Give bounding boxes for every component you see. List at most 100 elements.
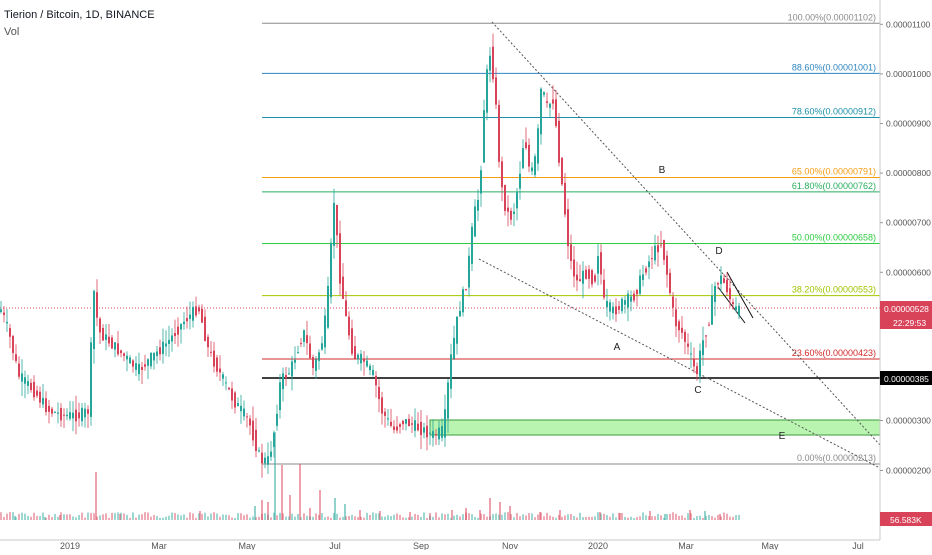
candle-body bbox=[165, 343, 167, 347]
volume-bar bbox=[123, 513, 125, 520]
volume-bar bbox=[669, 513, 671, 520]
volume-bar bbox=[327, 516, 329, 520]
candle-body bbox=[180, 324, 182, 330]
candle-body bbox=[54, 412, 56, 414]
volume-bar bbox=[24, 513, 26, 520]
candle-body bbox=[327, 285, 329, 328]
candle-body bbox=[18, 363, 20, 377]
volume-spike bbox=[559, 510, 561, 520]
volume-bar bbox=[399, 514, 401, 520]
candle-body bbox=[684, 331, 686, 342]
candle-body bbox=[90, 342, 92, 417]
candle-body bbox=[543, 92, 545, 95]
candle-body bbox=[312, 357, 314, 369]
volume-bar bbox=[621, 512, 623, 520]
volume-bar bbox=[579, 512, 581, 520]
volume-bar bbox=[555, 517, 557, 520]
volume-bar bbox=[63, 514, 65, 520]
volume-bar bbox=[714, 517, 716, 520]
candle-body bbox=[474, 206, 476, 237]
candle-body bbox=[507, 207, 509, 212]
fib-label-1: 88.60%(0.00001001) bbox=[792, 62, 876, 72]
volume-bar bbox=[270, 517, 272, 520]
volume-bar bbox=[501, 514, 503, 520]
candle-body bbox=[228, 387, 230, 390]
candle-body bbox=[240, 405, 242, 412]
candle-body bbox=[591, 270, 593, 285]
volume-bar bbox=[597, 512, 599, 520]
volume-bar bbox=[435, 512, 437, 520]
volume-bar bbox=[213, 512, 215, 520]
candle-body bbox=[15, 354, 17, 361]
candle-body bbox=[393, 426, 395, 430]
candle-body bbox=[720, 275, 722, 284]
volume-bar bbox=[495, 513, 497, 520]
candle-body bbox=[699, 350, 701, 377]
candle-body bbox=[42, 397, 44, 405]
volume-bar bbox=[27, 515, 29, 520]
volume-bar bbox=[660, 515, 662, 520]
volume-bar bbox=[678, 515, 680, 520]
wave-label-B: B bbox=[659, 165, 666, 176]
volume-bar bbox=[66, 514, 68, 520]
candle-body bbox=[585, 269, 587, 279]
volume-bar bbox=[561, 516, 563, 520]
volume-bar bbox=[441, 513, 443, 520]
candle-body bbox=[372, 369, 374, 376]
volume-spike bbox=[599, 512, 601, 520]
volume-bar bbox=[39, 516, 41, 520]
volume-bar bbox=[693, 517, 695, 520]
candle-body bbox=[555, 99, 557, 126]
candle-body bbox=[561, 157, 563, 185]
volume-bar bbox=[723, 512, 725, 520]
candle-body bbox=[729, 288, 731, 300]
volume-bar bbox=[732, 516, 734, 520]
candle-body bbox=[264, 457, 266, 464]
candle-body bbox=[723, 278, 725, 283]
candle-body bbox=[438, 427, 440, 440]
candle-body bbox=[105, 334, 107, 340]
volume-bar bbox=[51, 517, 53, 520]
x-tick-label: May bbox=[238, 541, 256, 550]
candle-body bbox=[462, 289, 464, 313]
volume-bar bbox=[153, 514, 155, 520]
volume-spike bbox=[704, 511, 706, 520]
volume-bar bbox=[426, 517, 428, 520]
candle-body bbox=[396, 426, 398, 431]
volume-bar bbox=[483, 514, 485, 520]
candle-body bbox=[195, 306, 197, 316]
candle-body bbox=[354, 346, 356, 359]
volume-bar bbox=[3, 516, 5, 520]
volume-bar bbox=[432, 516, 434, 520]
volume-bar bbox=[726, 513, 728, 520]
candle-body bbox=[717, 283, 719, 285]
candle-body bbox=[681, 327, 683, 333]
volume-bar bbox=[639, 516, 641, 520]
y-tick-label: 0.00000700 bbox=[886, 218, 931, 228]
candle-body bbox=[597, 256, 599, 274]
volume-bar bbox=[438, 517, 440, 520]
volume-bar bbox=[315, 513, 317, 520]
volume-bar bbox=[168, 515, 170, 520]
candle-body bbox=[357, 354, 359, 360]
volume-bar bbox=[735, 515, 737, 520]
candle-body bbox=[186, 318, 188, 322]
candle-body bbox=[666, 255, 668, 275]
volume-bar bbox=[36, 515, 38, 520]
volume-bar bbox=[348, 515, 350, 520]
candle-body bbox=[726, 279, 728, 293]
candle-body bbox=[60, 407, 62, 421]
volume-bar bbox=[180, 515, 182, 520]
candle-body bbox=[204, 316, 206, 342]
volume-bar bbox=[234, 517, 236, 520]
candle-body bbox=[219, 368, 221, 373]
candle-body bbox=[558, 120, 560, 163]
volume-bar bbox=[525, 515, 527, 520]
volume-bar bbox=[237, 513, 239, 520]
volume-bar bbox=[588, 516, 590, 520]
candle-body bbox=[492, 46, 494, 80]
candle-body bbox=[687, 343, 689, 347]
candle-body bbox=[243, 408, 245, 417]
volume-bar bbox=[672, 512, 674, 520]
